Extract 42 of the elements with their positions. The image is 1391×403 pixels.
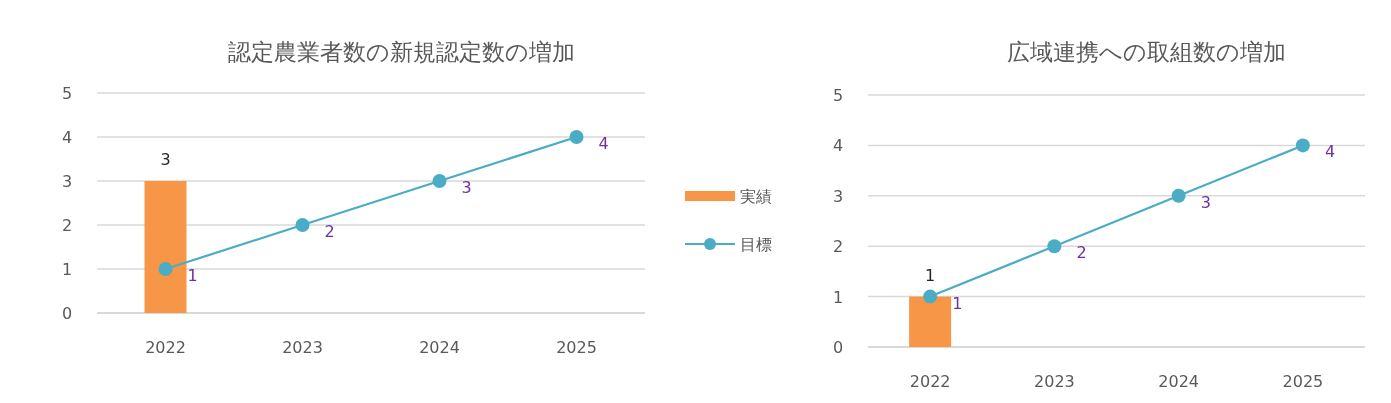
x-tick-label: 2024 bbox=[419, 338, 460, 357]
chart-title: 広域連携への取組数の増加 bbox=[1007, 39, 1286, 65]
data-label: 2 bbox=[1076, 243, 1087, 263]
data-label: 3 bbox=[461, 178, 472, 197]
legend-label: 目標 bbox=[740, 235, 772, 254]
point bbox=[1171, 188, 1186, 203]
data-label: 2 bbox=[324, 222, 335, 241]
point bbox=[432, 174, 447, 188]
data-label: 4 bbox=[1324, 142, 1336, 162]
y-tick-label: 2 bbox=[61, 216, 73, 235]
point bbox=[569, 130, 584, 144]
data-label: 1 bbox=[952, 293, 963, 313]
y-tick-label: 1 bbox=[61, 260, 73, 279]
chart-title: 認定農業者数の新規認定数の増加 bbox=[227, 39, 575, 65]
data-label: 1 bbox=[187, 266, 198, 285]
y-tick-label: 0 bbox=[832, 338, 844, 357]
data-label: 3 bbox=[1200, 192, 1211, 212]
y-tick-label: 0 bbox=[61, 304, 73, 323]
y-tick-label: 3 bbox=[61, 172, 73, 191]
data-label: 3 bbox=[160, 150, 171, 169]
x-tick-label: 2023 bbox=[1034, 372, 1075, 391]
y-tick-label: 1 bbox=[832, 287, 844, 307]
point bbox=[1295, 138, 1310, 153]
y-tick-label: 4 bbox=[61, 128, 73, 147]
data-label: 1 bbox=[925, 265, 936, 285]
y-tick-label: 2 bbox=[832, 237, 844, 257]
point bbox=[295, 218, 310, 232]
x-tick-label: 2022 bbox=[909, 372, 951, 391]
legend-label: 実績 bbox=[740, 187, 772, 206]
y-tick-label: 3 bbox=[832, 186, 844, 206]
y-tick-label: 5 bbox=[61, 84, 73, 103]
y-tick-label: 5 bbox=[832, 86, 844, 105]
x-tick-label: 2025 bbox=[1282, 372, 1324, 391]
y-tick-label: 4 bbox=[832, 136, 844, 156]
point bbox=[158, 262, 173, 276]
data-label: 4 bbox=[598, 134, 609, 153]
x-tick-label: 2024 bbox=[1158, 372, 1199, 391]
x-tick-label: 2022 bbox=[145, 338, 186, 357]
point bbox=[1047, 239, 1062, 254]
point bbox=[923, 289, 938, 304]
x-tick-label: 2025 bbox=[556, 338, 597, 357]
x-tick-label: 2023 bbox=[282, 338, 323, 357]
